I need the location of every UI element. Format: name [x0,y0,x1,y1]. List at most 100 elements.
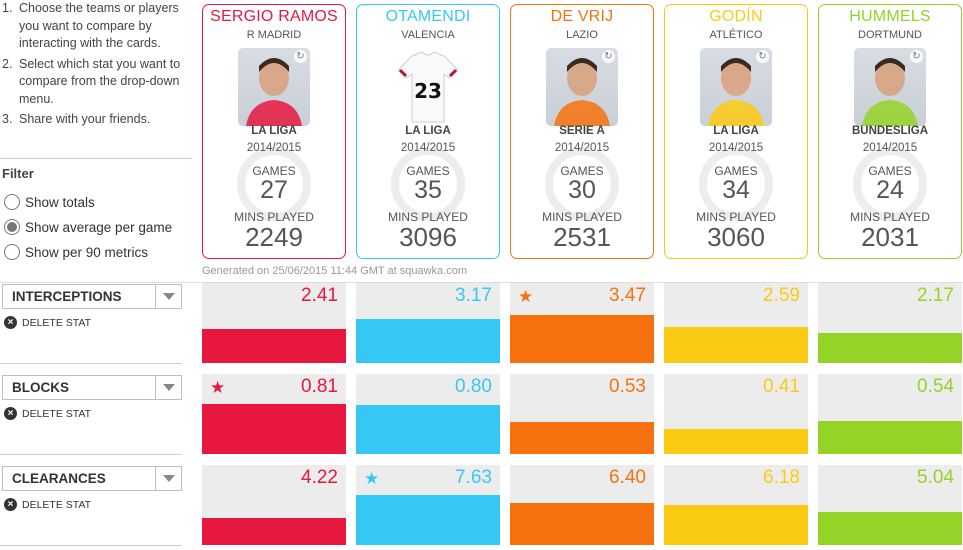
games-ring [545,147,619,221]
swap-icon[interactable]: ↻ [756,50,769,63]
dropdown-arrow-icon[interactable] [155,376,181,399]
mins-played-value: 2531 [553,222,611,252]
mins-played-label: MINS PLAYED [234,210,314,224]
filter-option-label: Show totals [25,194,95,210]
player-name: GODÍN [709,8,763,25]
player-card[interactable]: GODÍN ATLÉTICO ↻ LA LIGA 2014/2015 GAMES… [664,4,808,259]
stat-cell: 0.54 [818,374,962,454]
games-ring [853,147,927,221]
games-value: 27 [260,176,288,204]
player-league: LA LIGA [251,125,297,137]
stat-bar [510,422,654,454]
stat-select[interactable]: CLEARANCES [2,466,182,491]
stat-value: 0.54 [917,376,954,397]
delete-stat-button[interactable]: × DELETE STAT [4,407,91,420]
player-card[interactable]: DE VRIJ LAZIO ↻ SERIE A 2014/2015 GAMES … [510,4,654,259]
star-icon: ★ [364,469,380,488]
player-league: LA LIGA [713,125,759,137]
stat-bar [356,319,500,363]
radio-button[interactable] [4,194,20,210]
stat-bar [664,429,808,454]
stat-bar [202,329,346,363]
instruction-item: 1. Choose the teams or players you want t… [2,0,192,53]
player-team: DORTMUND [858,29,922,41]
instructions-divider [0,158,192,159]
instructions-panel: 1. Choose the teams or players you want t… [2,0,192,129]
filter-option-label: Show per 90 metrics [25,244,149,260]
player-card[interactable]: OTAMENDI VALENCIA 23 LA LIGA 2014/2015 G… [356,4,500,259]
stat-bar [664,505,808,545]
player-name: DE VRIJ [550,8,614,25]
stat-value: 0.81 [301,376,338,397]
games-label: GAMES [868,164,912,178]
dropdown-arrow-icon[interactable] [155,285,181,308]
row-divider [0,545,182,546]
player-season: 2014/2015 [862,142,918,154]
swap-icon[interactable]: ↻ [294,50,307,63]
delete-stat-label: DELETE STAT [22,316,92,329]
close-icon: × [4,407,17,420]
swap-icon[interactable]: ↻ [602,50,615,63]
stat-value: 2.17 [917,285,954,306]
stat-bar [818,333,962,363]
close-icon: × [4,316,17,329]
player-card[interactable]: SERGIO RAMOS R MADRID ↻ LA LIGA 2014/201… [202,4,346,259]
filter-option-per90[interactable]: Show per 90 metrics [4,244,148,260]
games-ring [237,147,311,221]
player-season: 2014/2015 [708,142,764,154]
stat-cell: 7.63 ★ [356,465,500,545]
mins-played-value: 3096 [399,222,457,252]
stat-value: 0.53 [609,376,646,397]
stat-cell: 2.59 [664,283,808,363]
section-divider [0,282,963,283]
filter-option-totals[interactable]: Show totals [4,194,95,210]
games-label: GAMES [406,164,450,178]
stat-bar [356,495,500,545]
games-value: 34 [722,176,750,204]
radio-button[interactable] [4,244,20,260]
delete-stat-label: DELETE STAT [22,407,92,420]
instruction-item: 2. Select which stat you want to compare … [2,56,192,109]
mins-played-value: 2031 [861,222,919,252]
filter-option-average[interactable]: Show average per game [4,219,172,235]
stat-bar [510,503,654,545]
player-team: ATLÉTICO [709,29,763,41]
delete-stat-button[interactable]: × DELETE STAT [4,316,91,329]
stat-cell: 2.41 [202,283,346,363]
star-icon: ★ [210,378,226,397]
close-icon: × [4,498,17,511]
row-divider [0,363,182,364]
games-value: 24 [876,176,904,204]
stat-value: 2.41 [301,285,338,306]
stat-cell: 6.40 [510,465,654,545]
player-photo: ↻ [238,48,310,126]
player-team: R MADRID [246,29,302,41]
stat-cell: 6.18 [664,465,808,545]
swap-icon[interactable]: ↻ [910,50,923,63]
stat-cell: 4.22 [202,465,346,545]
instruction-text: Share with your friends. [19,112,151,126]
player-name: OTAMENDI [385,8,471,25]
stat-select[interactable]: BLOCKS [2,375,182,400]
stat-value: 3.17 [455,285,492,306]
delete-stat-label: DELETE STAT [22,498,92,511]
stat-value: 0.80 [455,376,492,397]
games-label: GAMES [560,164,604,178]
player-season: 2014/2015 [554,142,610,154]
instruction-number: 3. [2,112,13,126]
dropdown-arrow-icon[interactable] [155,467,181,490]
radio-button[interactable] [4,219,20,235]
stat-value: 7.63 [455,467,492,488]
delete-stat-button[interactable]: × DELETE STAT [4,498,91,511]
stat-value: 6.40 [609,467,646,488]
games-value: 35 [414,176,442,204]
stat-bar [202,404,346,454]
player-card[interactable]: HUMMELS DORTMUND ↻ BUNDESLIGA 2014/2015 … [818,4,962,259]
stat-select[interactable]: INTERCEPTIONS [2,284,182,309]
player-team: LAZIO [566,29,598,41]
generated-note: Generated on 25/06/2015 11:44 GMT at squ… [202,265,467,277]
stat-cell: 0.53 [510,374,654,454]
mins-played-value: 2249 [245,222,303,252]
mins-played-label: MINS PLAYED [388,210,468,224]
mins-played-label: MINS PLAYED [696,210,776,224]
